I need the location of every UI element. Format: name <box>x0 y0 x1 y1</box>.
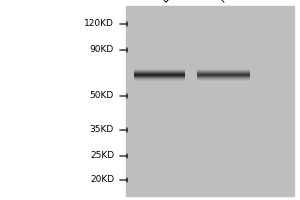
Bar <box>196 72 250 73</box>
Text: 50KD: 50KD <box>90 92 114 100</box>
Bar <box>196 75 250 76</box>
Text: Lung: Lung <box>159 0 184 4</box>
Bar <box>196 78 250 79</box>
Bar <box>196 70 250 71</box>
Text: 90KD: 90KD <box>90 46 114 54</box>
Text: 20KD: 20KD <box>90 176 114 184</box>
Bar <box>196 73 250 74</box>
Bar <box>134 79 184 80</box>
Bar <box>196 77 250 78</box>
Bar <box>196 71 250 72</box>
Bar <box>196 74 250 75</box>
Text: 35KD: 35KD <box>90 126 114 134</box>
Bar <box>134 70 184 71</box>
Bar <box>134 75 184 76</box>
Bar <box>134 69 184 70</box>
Bar <box>126 6 294 196</box>
Text: Kidney: Kidney <box>218 0 248 4</box>
Bar <box>134 78 184 79</box>
Text: 25KD: 25KD <box>90 152 114 160</box>
Bar <box>134 74 184 75</box>
Bar <box>134 71 184 72</box>
Bar <box>196 79 250 80</box>
Bar <box>134 72 184 73</box>
Bar <box>196 69 250 70</box>
Bar <box>134 73 184 74</box>
Text: 120KD: 120KD <box>84 20 114 28</box>
Bar <box>134 77 184 78</box>
Bar <box>196 76 250 77</box>
Bar <box>134 76 184 77</box>
